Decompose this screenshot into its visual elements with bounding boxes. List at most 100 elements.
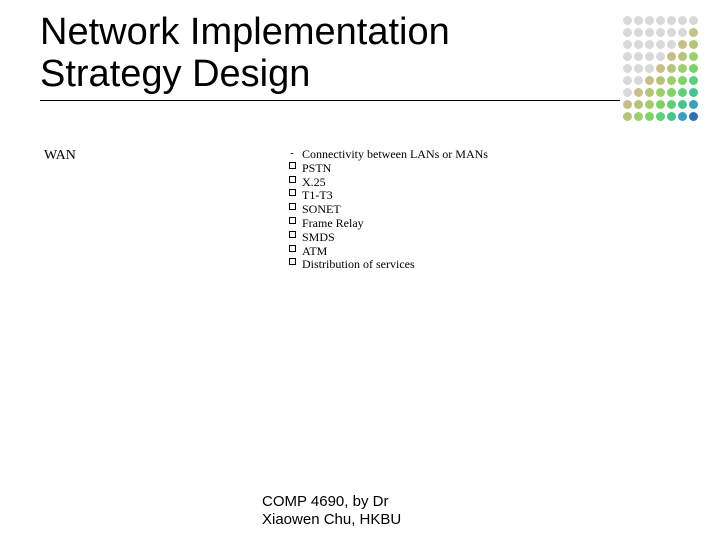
dot	[689, 88, 698, 97]
dot	[689, 40, 698, 49]
list-item: ATM	[282, 245, 488, 259]
list-item: -Connectivity between LANs or MANs	[282, 148, 488, 162]
dot	[645, 64, 654, 73]
dot	[645, 28, 654, 37]
list-item-label: T1-T3	[302, 189, 333, 203]
bullet-list: -Connectivity between LANs or MANsPSTNX.…	[282, 148, 488, 272]
dot-row	[623, 64, 700, 76]
list-item-label: ATM	[302, 245, 327, 259]
dot	[667, 100, 676, 109]
dot	[645, 40, 654, 49]
dot	[667, 76, 676, 85]
slide-title: Network Implementation Strategy Design	[40, 12, 600, 96]
dot	[645, 100, 654, 109]
dot-row	[623, 28, 700, 40]
dot	[689, 64, 698, 73]
dot	[634, 16, 643, 25]
dot	[667, 28, 676, 37]
dot	[678, 112, 687, 121]
slide-footer: COMP 4690, by Dr Xiaowen Chu, HKBU	[262, 493, 401, 531]
dot	[634, 88, 643, 97]
square-bullet-icon	[282, 176, 302, 183]
dot	[667, 52, 676, 61]
dot	[678, 88, 687, 97]
dot	[623, 64, 632, 73]
dot	[623, 76, 632, 85]
dot	[656, 40, 665, 49]
square-bullet-icon	[282, 258, 302, 265]
dot	[689, 28, 698, 37]
dot	[678, 76, 687, 85]
dot	[623, 16, 632, 25]
dot	[678, 40, 687, 49]
dot	[667, 16, 676, 25]
list-item: PSTN	[282, 162, 488, 176]
square-bullet-icon	[282, 231, 302, 238]
dot	[623, 100, 632, 109]
dot	[634, 52, 643, 61]
dot	[678, 52, 687, 61]
dot	[667, 112, 676, 121]
dot	[645, 16, 654, 25]
list-item: SMDS	[282, 231, 488, 245]
dot	[689, 76, 698, 85]
dot	[656, 64, 665, 73]
list-item-label: SMDS	[302, 231, 335, 245]
dot	[634, 76, 643, 85]
dot-row	[623, 100, 700, 112]
dot	[678, 100, 687, 109]
list-item-label: SONET	[302, 203, 341, 217]
dot	[667, 40, 676, 49]
dot	[656, 52, 665, 61]
dot	[623, 88, 632, 97]
dot	[667, 64, 676, 73]
dot	[623, 40, 632, 49]
dot	[689, 100, 698, 109]
dot-row	[623, 112, 700, 124]
dot	[656, 112, 665, 121]
square-bullet-icon	[282, 203, 302, 210]
list-item-label: Frame Relay	[302, 217, 364, 231]
dot-row	[623, 52, 700, 64]
footer-line-2: Xiaowen Chu, HKBU	[262, 511, 401, 530]
dot-row	[623, 40, 700, 52]
slide: Network Implementation Strategy Design W…	[0, 0, 720, 540]
dot	[645, 76, 654, 85]
section-label-wan: WAN	[44, 148, 76, 164]
dot	[656, 76, 665, 85]
dot	[689, 112, 698, 121]
list-item: T1-T3	[282, 189, 488, 203]
dot	[645, 52, 654, 61]
dot	[645, 112, 654, 121]
list-item-label: Distribution of services	[302, 258, 415, 272]
dot	[689, 16, 698, 25]
square-bullet-icon	[282, 189, 302, 196]
dot	[634, 64, 643, 73]
square-bullet-icon	[282, 245, 302, 252]
list-item: SONET	[282, 203, 488, 217]
dot-row	[623, 88, 700, 100]
dot	[623, 112, 632, 121]
dot	[656, 100, 665, 109]
dot	[645, 88, 654, 97]
list-item: X.25	[282, 176, 488, 190]
dot	[634, 40, 643, 49]
dot	[634, 28, 643, 37]
dot-row	[623, 16, 700, 28]
square-bullet-icon	[282, 162, 302, 169]
list-item-label: Connectivity between LANs or MANs	[302, 148, 488, 162]
dot	[634, 100, 643, 109]
dot	[656, 16, 665, 25]
list-item-label: X.25	[302, 176, 326, 190]
dot	[623, 52, 632, 61]
dot	[689, 52, 698, 61]
title-underline	[40, 100, 620, 101]
dot-row	[623, 76, 700, 88]
dot	[678, 28, 687, 37]
decorative-dot-grid	[623, 16, 700, 124]
list-item: Distribution of services	[282, 258, 488, 272]
dot	[678, 16, 687, 25]
dot	[623, 28, 632, 37]
square-bullet-icon	[282, 217, 302, 224]
list-item-label: PSTN	[302, 162, 331, 176]
